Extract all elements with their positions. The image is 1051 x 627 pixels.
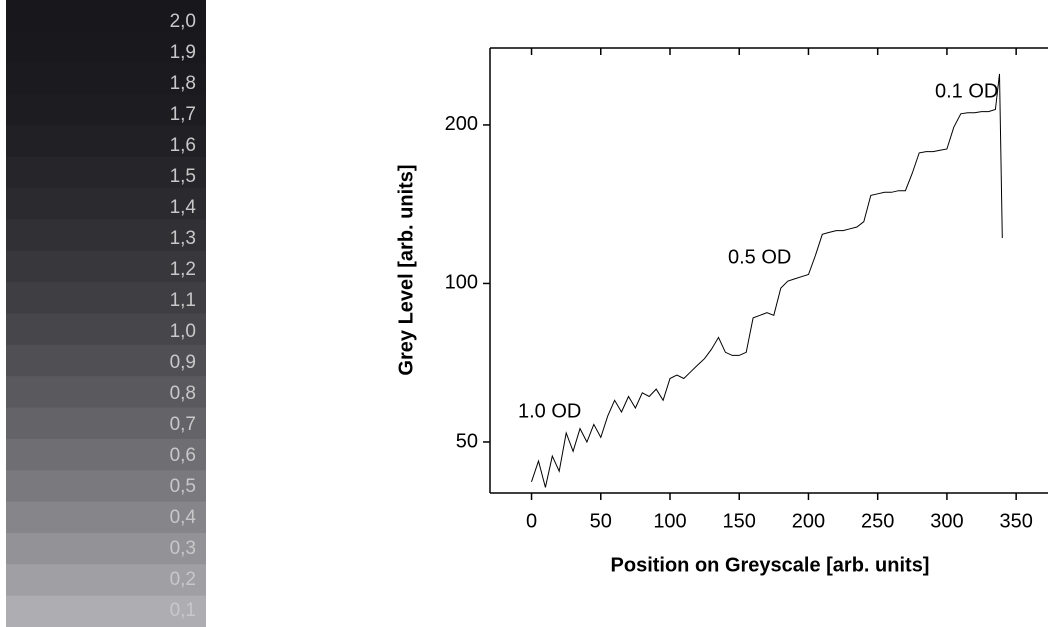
wedge-label: 1,0: [170, 321, 196, 342]
wedge-step: [6, 62, 206, 95]
wedge-step: [6, 94, 206, 126]
wedge-label: 2,0: [170, 11, 196, 32]
wedge-step: [6, 407, 206, 440]
wedge-step: [6, 438, 206, 471]
wedge-step: [6, 564, 206, 597]
x-tick-label: 200: [792, 510, 825, 532]
x-axis-label: Position on Greyscale [arb. units]: [611, 554, 930, 576]
wedge-label: 0,4: [170, 507, 197, 528]
wedge-label: 1,6: [170, 135, 196, 156]
wedge-step: [6, 250, 206, 283]
wedge-label: 0,1: [170, 600, 196, 621]
wedge-label: 0,6: [170, 445, 196, 466]
wedge-label: 0,2: [170, 569, 196, 590]
wedge-step: [6, 31, 206, 64]
annotation: 1.0 OD: [518, 400, 581, 422]
wedge-step: [6, 219, 206, 252]
wedge-label: 1,2: [170, 259, 196, 280]
wedge-label: 1,4: [170, 197, 197, 218]
wedge-step: [6, 125, 206, 158]
x-tick-label: 350: [999, 510, 1032, 532]
x-tick-label: 250: [861, 510, 894, 532]
wedge-step: [6, 595, 206, 627]
wedge-label: 1,5: [170, 166, 196, 187]
wedge-step: [6, 501, 206, 534]
x-tick-label: 300: [930, 510, 963, 532]
data-line: [531, 73, 1003, 488]
wedge-step: [6, 282, 206, 314]
x-tick-label: 50: [590, 510, 612, 532]
x-tick-label: 150: [723, 510, 756, 532]
wedge-step: [6, 188, 206, 220]
wedge-step: [6, 376, 206, 409]
wedge-label: 0,7: [170, 414, 196, 435]
wedge-label: 1,3: [170, 228, 196, 249]
wedge-label: 1,8: [170, 73, 196, 94]
annotation: 0.5 OD: [728, 246, 791, 268]
wedge-step: [6, 344, 206, 377]
wedge-label: 1,9: [170, 42, 196, 63]
x-tick-label: 0: [526, 510, 537, 532]
wedge-label: 1,7: [170, 104, 196, 125]
wedge-label: 0,9: [170, 352, 196, 373]
annotation: 0.1 OD: [935, 80, 998, 102]
y-tick-label: 50: [456, 430, 478, 452]
wedge-label: 0,8: [170, 383, 196, 404]
wedge-step: [6, 313, 206, 346]
wedge-step: [6, 0, 206, 32]
y-axis-label: Grey Level [arb. units]: [395, 164, 417, 375]
wedge-label: 0,5: [170, 476, 196, 497]
wedge-step: [6, 532, 206, 565]
x-tick-label: 100: [653, 510, 686, 532]
wedge-label: 0,3: [170, 538, 196, 559]
wedge-step: [6, 470, 206, 503]
wedge-label: 1,1: [170, 290, 196, 311]
chart: 0 50 100 150 200 250 300 350 50 100 200 1.0 OD 0.5 O…: [445, 47, 1048, 532]
greyscale-wedge: 2,0 1,9 1,8 1,7 1,6 1,5 1,4 1,3 1,2 1,1 1,0 0,9 0,8 0…: [6, 0, 206, 627]
y-tick-label: 100: [445, 272, 478, 294]
y-tick-label: 200: [445, 113, 478, 135]
wedge-step: [6, 156, 206, 189]
